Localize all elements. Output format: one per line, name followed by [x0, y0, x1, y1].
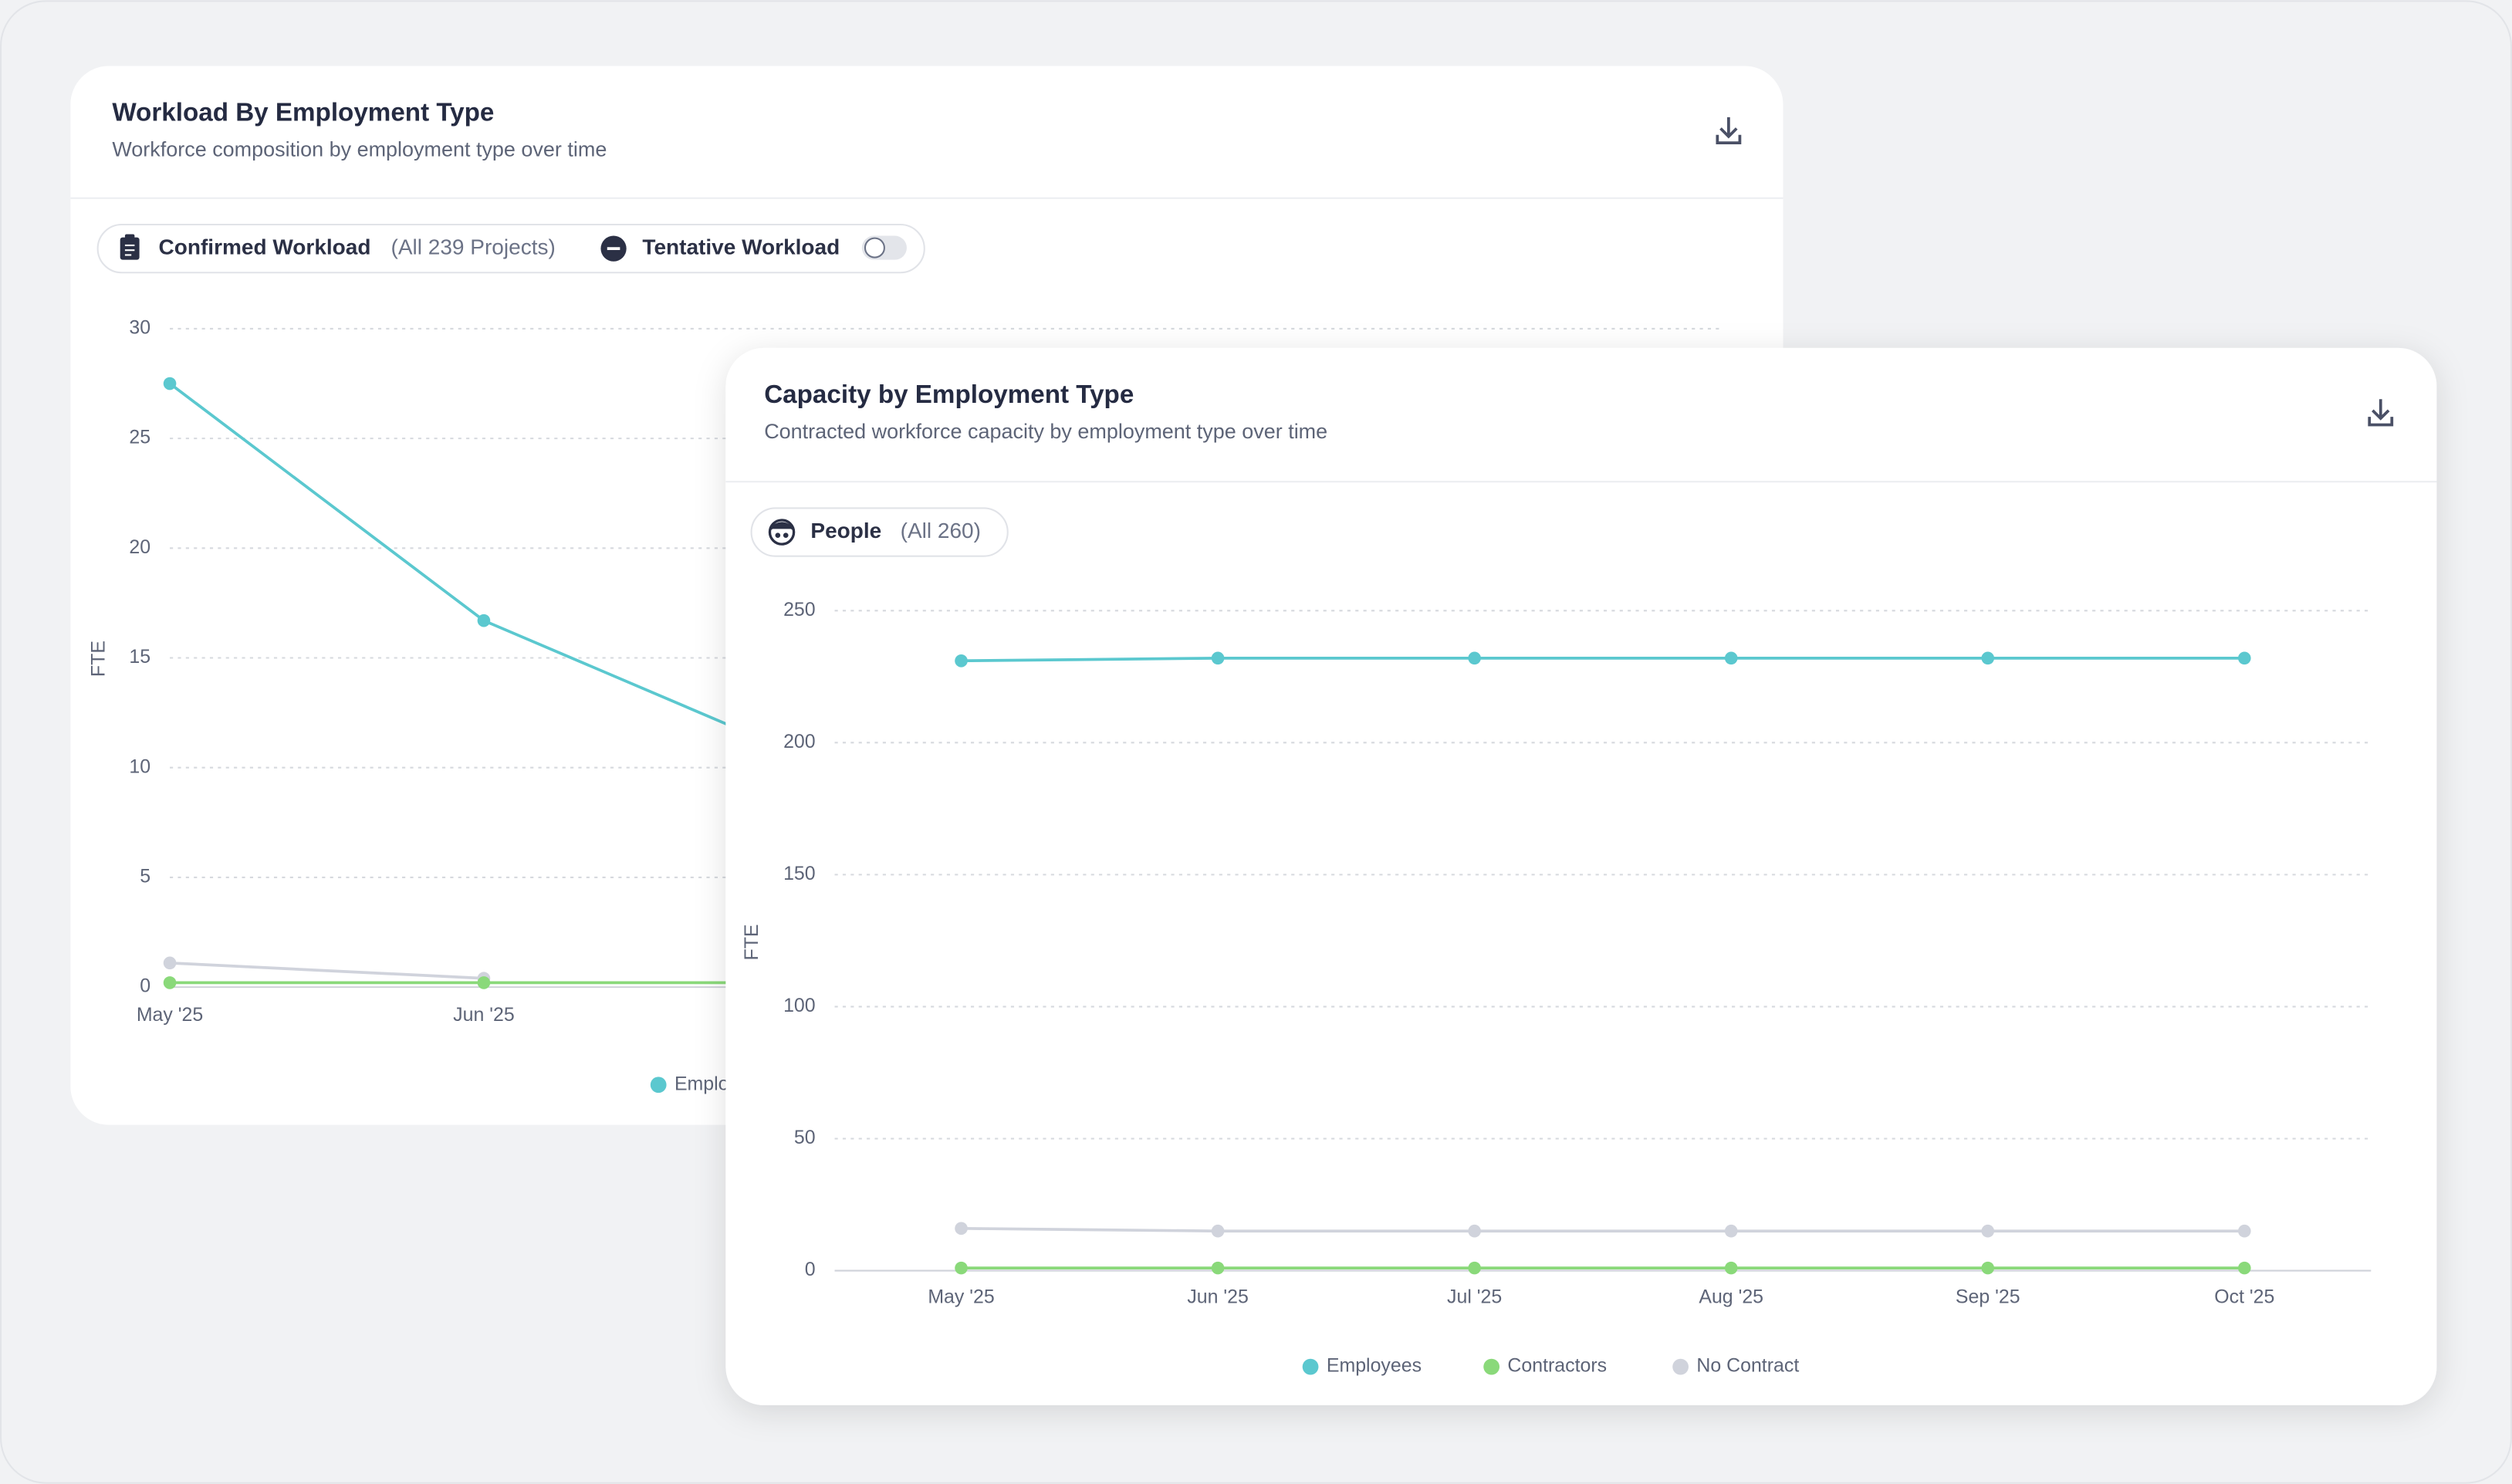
x-tick-label: May '25: [137, 1004, 203, 1026]
filter-label: Confirmed Workload: [159, 235, 371, 259]
data-point: [1211, 1224, 1225, 1238]
series-line: [961, 656, 2245, 663]
data-point: [1211, 1261, 1225, 1275]
filter-pill[interactable]: [96, 223, 925, 274]
data-point: [1724, 1224, 1738, 1238]
data-point: [2238, 651, 2251, 665]
x-tick-label: Jun '25: [453, 1004, 515, 1026]
y-tick-label: 15: [129, 646, 150, 668]
data-point: [163, 956, 177, 970]
data-point: [1468, 651, 1481, 665]
y-tick-label: 20: [129, 536, 150, 558]
data-point: [1724, 651, 1738, 665]
toggle[interactable]: [861, 235, 907, 260]
data-point: [955, 654, 968, 668]
y-tick-label: 0: [805, 1259, 816, 1280]
filter-pill[interactable]: [750, 507, 1009, 557]
data-point: [477, 976, 491, 989]
data-point: [1468, 1224, 1481, 1238]
toggle-label: Tentative Workload: [642, 235, 840, 259]
x-tick-label: Jul '25: [1447, 1286, 1502, 1307]
series-line: [169, 961, 485, 980]
download-button[interactable]: [1716, 117, 1742, 144]
card-title: Capacity by Employment Type: [764, 380, 1134, 409]
filter-count: (All 239 Projects): [391, 235, 556, 259]
legend-label: Contractors: [1507, 1355, 1607, 1377]
legend-swatch: [1483, 1358, 1500, 1375]
card-subtitle: Workforce composition by employment type…: [112, 138, 607, 161]
download-button[interactable]: [2368, 399, 2394, 427]
data-point: [163, 976, 177, 989]
y-tick-label: 100: [783, 995, 816, 1016]
data-point: [163, 377, 177, 390]
legend-label: No Contract: [1696, 1355, 1799, 1377]
card-subtitle: Contracted workforce capacity by employm…: [764, 420, 1327, 443]
x-tick-label: May '25: [928, 1286, 994, 1307]
card-title: Workload By Employment Type: [112, 99, 494, 127]
legend-swatch: [1302, 1358, 1319, 1375]
data-point: [1724, 1261, 1738, 1275]
data-point: [477, 614, 491, 627]
y-tick-label: 25: [129, 427, 150, 448]
y-tick-label: 250: [783, 599, 816, 620]
data-point: [1468, 1261, 1481, 1275]
y-axis-label: FTE: [87, 641, 109, 677]
clipboard-icon: [120, 234, 140, 260]
y-tick-label: 10: [129, 756, 150, 777]
legend-swatch: [1672, 1358, 1689, 1375]
legend-label: Employees: [1327, 1355, 1422, 1377]
data-point: [1211, 651, 1225, 665]
y-tick-label: 50: [794, 1127, 816, 1148]
series-line: [961, 1226, 2245, 1233]
x-tick-label: Oct '25: [2214, 1286, 2274, 1307]
y-tick-label: 30: [129, 316, 150, 338]
x-tick-label: Jun '25: [1187, 1286, 1249, 1307]
y-tick-label: 200: [783, 731, 816, 752]
data-point: [1981, 1224, 1995, 1238]
y-axis-label: FTE: [741, 924, 762, 960]
data-point: [2238, 1224, 2251, 1238]
data-point: [1981, 1261, 1995, 1275]
minus-icon: [600, 235, 627, 262]
filter-label: People: [810, 519, 881, 543]
x-tick-label: Aug '25: [1699, 1286, 1763, 1307]
x-tick-label: Sep '25: [1956, 1286, 2020, 1307]
data-point: [955, 1222, 968, 1236]
legend-swatch: [650, 1077, 667, 1094]
person-icon: [768, 519, 796, 546]
data-point: [955, 1261, 968, 1275]
filter-count: (All 260): [901, 519, 981, 543]
plot: 0 50 100 150 200 250 FTE May '25 Jun '25 Jul '25 A…: [741, 599, 2372, 1377]
card: [725, 347, 2437, 1405]
capacity-card: Capacity by Employment Type Contracted w…: [725, 347, 2437, 1405]
data-point: [1981, 651, 1995, 665]
y-tick-label: 150: [783, 863, 816, 884]
y-tick-label: 5: [140, 865, 150, 887]
data-point: [2238, 1261, 2251, 1275]
y-tick-label: 0: [140, 975, 150, 997]
